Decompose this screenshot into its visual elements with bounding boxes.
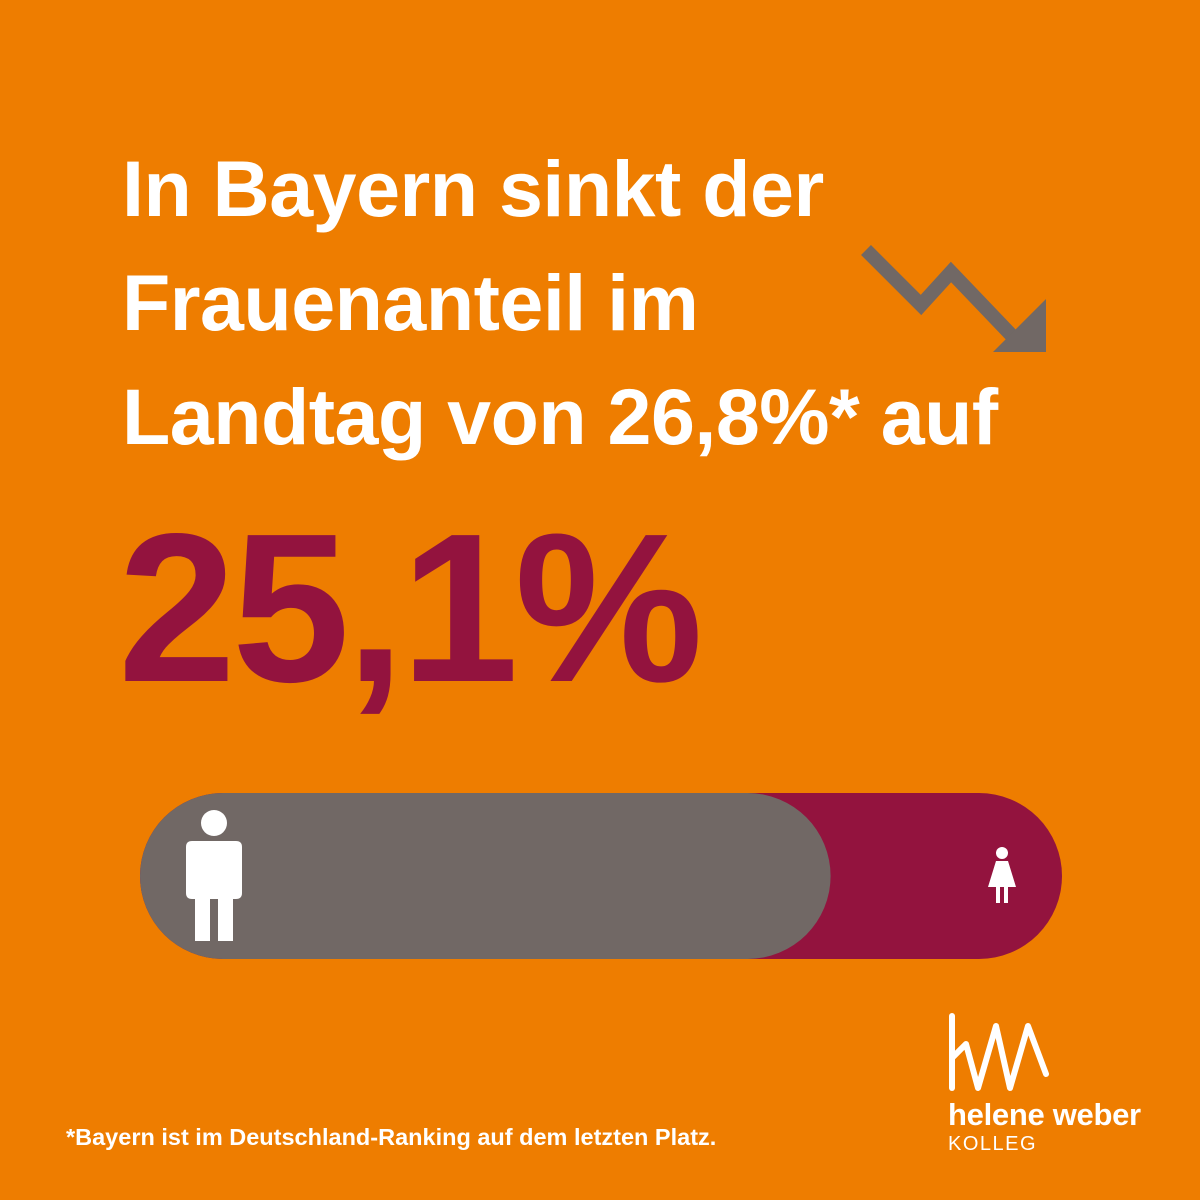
logo: helene weber KOLLEG	[948, 1012, 1168, 1156]
headline: In Bayern sinkt der Frauenanteil im Land…	[122, 132, 1122, 474]
woman-icon	[988, 847, 1016, 903]
logo-name: helene weber	[948, 1097, 1141, 1132]
headline-line-1: In Bayern sinkt der	[122, 144, 824, 233]
hw-monogram-icon	[949, 1013, 1049, 1091]
bar-segment-men	[140, 793, 831, 959]
logo-subtitle: KOLLEG	[948, 1133, 1038, 1155]
gender-share-bar-chart	[140, 793, 1062, 959]
footnote: *Bayern ist im Deutschland-Ranking auf d…	[66, 1124, 717, 1150]
headline-line-2: Frauenanteil im	[122, 258, 699, 347]
man-icon	[186, 810, 242, 941]
headline-line-3: Landtag von 26,8%* auf	[122, 372, 998, 461]
big-value: 25,1%	[118, 489, 703, 726]
trend-down-arrow-icon	[861, 245, 1046, 352]
